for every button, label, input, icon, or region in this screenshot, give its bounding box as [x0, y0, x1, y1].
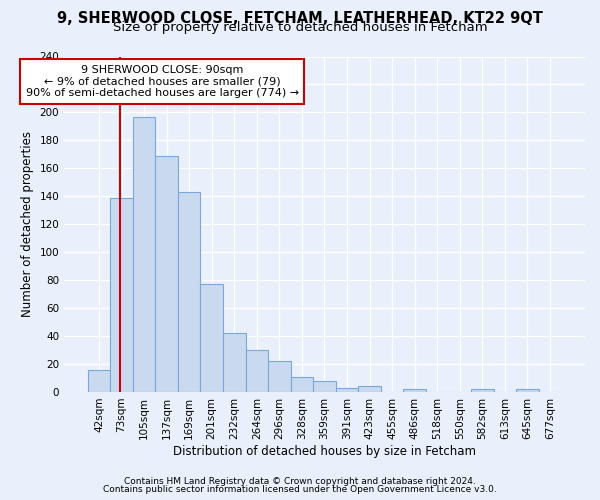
Bar [133, 116, 155, 392]
Bar [155, 156, 178, 392]
Bar [110, 198, 133, 392]
Text: Contains HM Land Registry data © Crown copyright and database right 2024.: Contains HM Land Registry data © Crown c… [124, 478, 476, 486]
Bar [336, 388, 358, 392]
Bar [516, 389, 539, 392]
Bar [313, 381, 336, 392]
X-axis label: Distribution of detached houses by size in Fetcham: Distribution of detached houses by size … [173, 444, 476, 458]
Text: 9, SHERWOOD CLOSE, FETCHAM, LEATHERHEAD, KT22 9QT: 9, SHERWOOD CLOSE, FETCHAM, LEATHERHEAD,… [57, 11, 543, 26]
Bar [245, 350, 268, 392]
Bar [178, 192, 200, 392]
Y-axis label: Number of detached properties: Number of detached properties [21, 131, 34, 317]
Text: Contains public sector information licensed under the Open Government Licence v3: Contains public sector information licen… [103, 484, 497, 494]
Bar [290, 376, 313, 392]
Text: 9 SHERWOOD CLOSE: 90sqm
← 9% of detached houses are smaller (79)
90% of semi-det: 9 SHERWOOD CLOSE: 90sqm ← 9% of detached… [26, 65, 299, 98]
Bar [358, 386, 381, 392]
Bar [471, 389, 494, 392]
Bar [200, 284, 223, 392]
Bar [268, 361, 290, 392]
Bar [403, 389, 426, 392]
Bar [88, 370, 110, 392]
Text: Size of property relative to detached houses in Fetcham: Size of property relative to detached ho… [113, 22, 487, 35]
Bar [223, 334, 245, 392]
